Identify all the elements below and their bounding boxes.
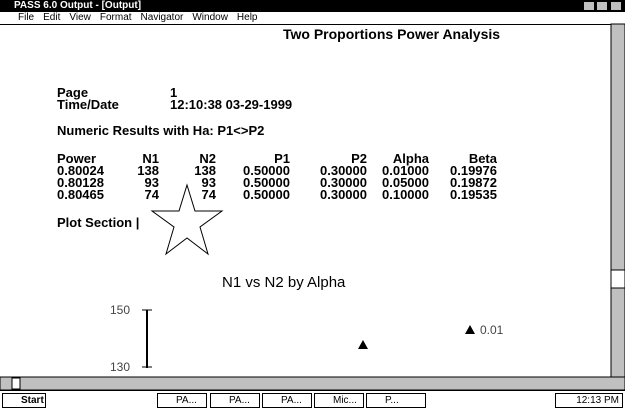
scroll-thumb[interactable]	[610, 269, 625, 289]
menu-bar: File Edit View Format Navigator Window Help	[0, 12, 625, 25]
menu-item[interactable]: Help	[236, 12, 258, 23]
task-button[interactable]: PA...	[262, 393, 312, 408]
menu-item[interactable]: File	[18, 12, 35, 23]
column-header: Power	[57, 151, 97, 166]
plot-title: N1 vs N2 by Alpha	[222, 274, 346, 291]
time-label: Time/Date	[57, 97, 119, 112]
star-shape	[150, 183, 224, 256]
table-cell: 0.50000	[243, 175, 290, 190]
section-heading: Numeric Results with Ha: P1<>P2	[57, 123, 265, 138]
column-header: Beta	[468, 151, 497, 166]
table-cell: 138	[137, 163, 159, 178]
scroll-thumb[interactable]	[11, 377, 21, 390]
legend-label: 0.01	[480, 323, 504, 337]
table-cell: 0.80024	[57, 163, 104, 178]
task-button[interactable]: Mic...	[314, 393, 364, 408]
legend-marker	[465, 325, 475, 334]
table-cell: 0.10000	[382, 187, 429, 202]
menu-item[interactable]: Format	[99, 12, 132, 23]
triangle-marker	[358, 340, 368, 349]
menu-item[interactable]: View	[69, 12, 91, 23]
table-cell: 93	[144, 175, 159, 190]
vertical-scrollbar[interactable]	[610, 23, 625, 378]
column-header: Alpha	[392, 151, 429, 166]
table-cell: 0.30000	[320, 175, 367, 190]
column-header: N2	[199, 151, 216, 166]
title-bar: PASS 6.0 Output - [Output]	[0, 0, 625, 12]
page-label: Page	[57, 85, 89, 100]
maximize-button[interactable]	[596, 1, 608, 11]
table-cell: 0.30000	[320, 187, 367, 202]
table-cell: 0.50000	[243, 187, 290, 202]
menu-item[interactable]: Window	[192, 12, 228, 23]
table-cell: 0.30000	[320, 163, 367, 178]
column-header: P1	[274, 151, 290, 166]
page-value: 1	[170, 85, 178, 100]
table-cell: 0.19976	[450, 163, 497, 178]
column-header: P2	[351, 151, 367, 166]
y-tick-label: 130	[110, 360, 131, 374]
window-title: PASS 6.0 Output - [Output]	[14, 0, 142, 11]
task-button[interactable]: PA...	[210, 393, 260, 408]
table-cell: 0.80128	[57, 175, 104, 190]
table-cell: 0.05000	[382, 175, 429, 190]
taskbar: Start PA... PA... PA... Mic... P... 12:13 PM	[0, 390, 625, 410]
table-cell: 0.50000	[243, 163, 290, 178]
table-cell: 0.19535	[450, 187, 497, 202]
report-heading: Two Proportions Power Analysis	[283, 26, 501, 42]
task-button[interactable]: PA...	[157, 393, 207, 408]
table-cell: 74	[201, 187, 216, 202]
table-cell: 93	[201, 175, 216, 190]
table-cell: 138	[194, 163, 216, 178]
column-header: N1	[142, 151, 159, 166]
task-button[interactable]: P...	[366, 393, 426, 408]
start-button[interactable]: Start	[2, 393, 46, 408]
minimize-button[interactable]	[583, 1, 595, 11]
y-tick-label: 150	[110, 303, 131, 317]
time-value: 12:10:38 03-29-1999	[170, 97, 293, 112]
horizontal-scrollbar[interactable]	[0, 376, 625, 391]
menu-item[interactable]: Navigator	[140, 12, 184, 23]
table-cell: 0.19872	[450, 175, 497, 190]
table-cell: 0.01000	[382, 163, 429, 178]
clock: 12:13 PM	[555, 393, 623, 408]
table-cell: 74	[144, 187, 159, 202]
close-button[interactable]	[610, 1, 622, 11]
plot-section-label: Plot Section |	[57, 215, 140, 230]
menu-item[interactable]: Edit	[43, 12, 61, 23]
table-cell: 0.80465	[57, 187, 104, 202]
